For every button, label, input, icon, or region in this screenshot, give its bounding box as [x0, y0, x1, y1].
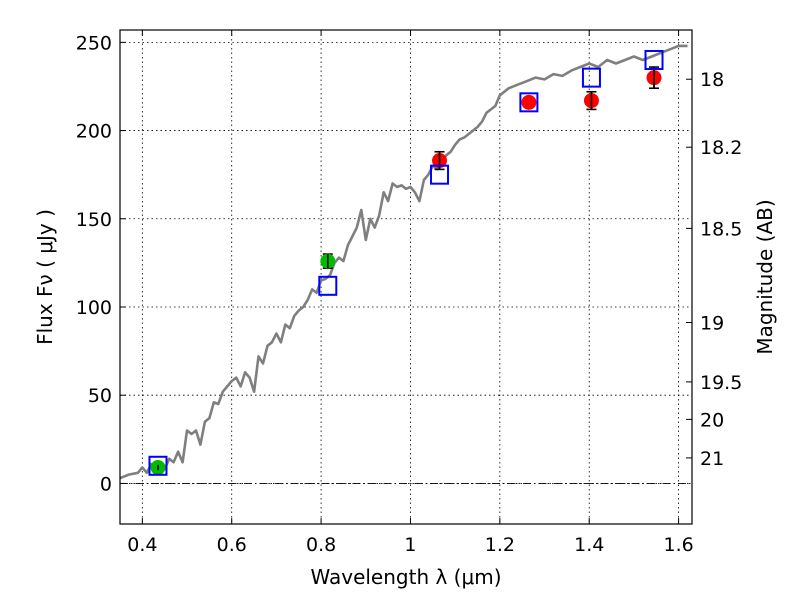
model-box-marker	[148, 455, 168, 476]
y-axis-label-right: Magnitude (AB)	[753, 199, 777, 354]
mag-tick-label: 18.2	[700, 137, 742, 159]
mag-tick-label: 18	[700, 69, 724, 91]
y-tick-label: 150	[76, 209, 112, 231]
mag-tick-label: 19.5	[700, 372, 742, 394]
x-tick-label: 0.6	[217, 534, 247, 556]
mag-tick-label: 21	[700, 448, 724, 470]
y-axis-label-left: Flux Fν ( μJy )	[33, 209, 57, 345]
mag-tick-label: 18.5	[700, 218, 742, 240]
x-tick-label: 1.4	[574, 534, 604, 556]
x-tick-label: 0.4	[127, 534, 157, 556]
x-tick-label: 1.2	[485, 534, 515, 556]
series-layer	[120, 44, 688, 480]
y-tick-label: 200	[76, 121, 112, 143]
model-box-marker	[581, 67, 601, 88]
red-photometry-point	[521, 94, 537, 110]
x-tick-label: 0.8	[306, 534, 336, 556]
x-tick-label: 1	[404, 534, 416, 556]
x-axis-label: Wavelength λ (μm)	[310, 565, 501, 589]
mag-tick-label: 20	[700, 409, 724, 431]
ticks	[120, 30, 692, 524]
model-box-marker	[430, 164, 450, 185]
y-tick-label: 100	[76, 297, 112, 319]
spectrum-line	[120, 44, 688, 480]
y-tick-label: 250	[76, 32, 112, 54]
y-tick-label: 50	[88, 385, 112, 407]
model-box-marker	[644, 49, 664, 70]
x-tick-label: 1.6	[663, 534, 693, 556]
model-box-marker	[519, 92, 539, 113]
y-tick-label: 0	[100, 473, 112, 495]
model-box-marker	[318, 275, 338, 296]
tick-labels: 0.4 0.6 0.8 1 1.2 1.4 1.6 0 50 100 150 200 250 18 18.2…	[76, 32, 743, 556]
plot-frame	[119, 29, 693, 525]
mag-tick-label: 19	[700, 313, 724, 335]
